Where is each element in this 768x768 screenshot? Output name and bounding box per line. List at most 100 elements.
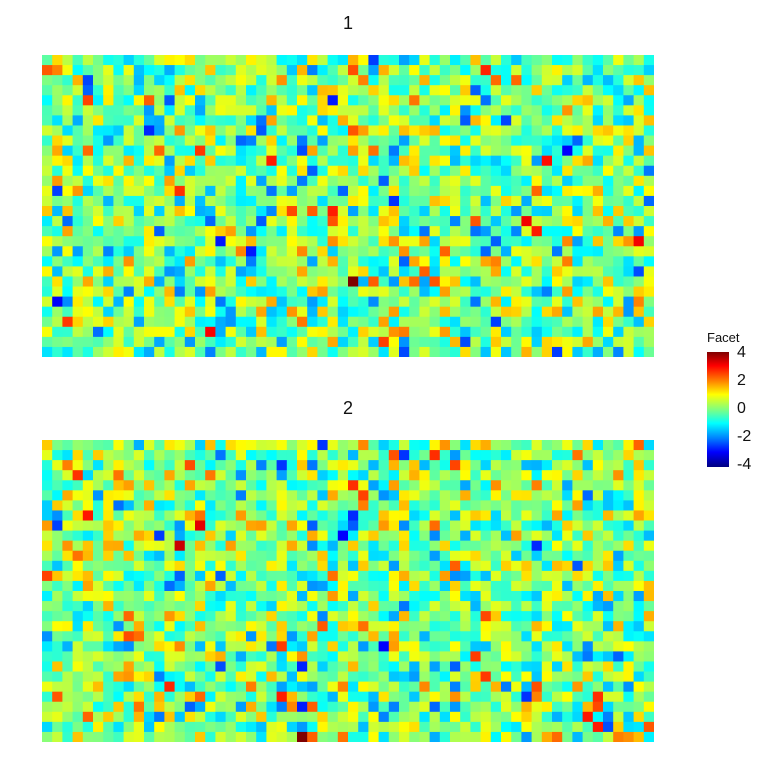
heatmap-cell	[480, 661, 492, 672]
heatmap-cell	[144, 216, 155, 227]
heatmap-cell	[348, 336, 359, 348]
heatmap-cell	[541, 185, 553, 197]
heatmap-cell	[613, 236, 624, 247]
heatmap-cell	[541, 256, 553, 267]
heatmap-cell	[164, 95, 175, 106]
heatmap-cell	[225, 336, 237, 348]
heatmap-cell	[195, 175, 206, 187]
heatmap-cell	[358, 115, 369, 126]
heatmap-cell	[429, 246, 441, 257]
heatmap-cell	[419, 580, 430, 592]
heatmap-cell	[378, 75, 390, 86]
heatmap-cell	[164, 216, 175, 227]
heatmap-cell	[205, 155, 216, 167]
heatmap-cell	[195, 195, 206, 207]
heatmap-cell	[358, 530, 369, 542]
heatmap-cell	[603, 165, 614, 177]
heatmap-cell	[562, 286, 573, 297]
heatmap-cell	[450, 530, 461, 542]
heatmap-cell	[399, 711, 410, 723]
heatmap-cell	[113, 661, 124, 672]
heatmap-cell	[623, 155, 634, 167]
heatmap-cell	[552, 490, 563, 501]
heatmap-cell	[154, 661, 165, 672]
heatmap-cell	[592, 611, 604, 622]
heatmap-cell	[144, 510, 155, 521]
heatmap-cell	[623, 115, 634, 126]
heatmap-cell	[113, 540, 124, 552]
heatmap-cell	[144, 661, 155, 672]
heatmap-cell	[470, 326, 481, 338]
heatmap-cell	[297, 701, 308, 713]
heatmap-cell	[460, 540, 471, 552]
heatmap-cell	[633, 631, 645, 642]
heatmap-cell	[235, 346, 247, 357]
heatmap-cell	[419, 55, 430, 66]
heatmap-cell	[113, 591, 124, 602]
heatmap-cell	[72, 236, 84, 247]
heatmap-cell	[266, 450, 277, 461]
heatmap-cell	[174, 560, 186, 572]
heatmap-cell	[388, 550, 400, 562]
heatmap-cell	[113, 480, 124, 491]
heatmap-cell	[592, 621, 604, 632]
heatmap-cell	[286, 490, 298, 501]
heatmap-cell	[419, 105, 430, 116]
heatmap-cell	[439, 731, 451, 742]
heatmap-cell	[643, 641, 654, 652]
heatmap-cell	[317, 570, 328, 582]
heatmap-cell	[113, 55, 124, 66]
heatmap-cell	[399, 216, 410, 227]
heatmap-cell	[144, 125, 155, 136]
heatmap-cell	[337, 75, 349, 86]
heatmap-cell	[409, 125, 420, 136]
heatmap-cell	[235, 266, 247, 277]
heatmap-cell	[164, 540, 175, 552]
heatmap-cell	[235, 165, 247, 177]
heatmap-cell	[62, 591, 73, 602]
heatmap-cell	[225, 731, 237, 742]
heatmap-cell	[133, 65, 145, 76]
heatmap-cell	[195, 510, 206, 521]
heatmap-cell	[307, 246, 318, 257]
heatmap-cell	[317, 306, 328, 318]
heatmap-cell	[643, 681, 654, 693]
heatmap-cell	[603, 276, 614, 287]
heatmap-cell	[399, 731, 410, 742]
heatmap-cell	[490, 125, 502, 136]
heatmap-cell	[256, 540, 267, 552]
heatmap-cell	[286, 336, 298, 348]
heatmap-cell	[327, 711, 339, 723]
heatmap-cell	[154, 440, 165, 451]
heatmap-cell	[419, 346, 430, 357]
heatmap-cell	[72, 691, 84, 703]
heatmap-cell	[388, 95, 400, 106]
heatmap-cell	[460, 470, 471, 481]
heatmap-cell	[215, 185, 226, 197]
heatmap-cell	[531, 631, 543, 642]
heatmap-cell	[144, 246, 155, 257]
heatmap-cell	[337, 520, 349, 531]
heatmap-cell	[399, 651, 410, 662]
heatmap-cell	[582, 520, 594, 531]
heatmap-cell	[72, 296, 84, 308]
heatmap-cell	[52, 326, 63, 338]
heatmap-cell	[276, 85, 288, 96]
heatmap-cell	[225, 316, 237, 328]
heatmap-cell	[154, 316, 165, 328]
heatmap-cell	[572, 621, 583, 632]
heatmap-cell	[276, 490, 288, 501]
heatmap-cell	[531, 256, 543, 267]
heatmap-cell	[562, 155, 573, 167]
heatmap-cell	[470, 681, 481, 693]
heatmap-cell	[82, 175, 94, 187]
heatmap-cell	[470, 691, 481, 703]
heatmap-cell	[572, 510, 583, 521]
heatmap-cell	[541, 661, 553, 672]
heatmap-cell	[144, 276, 155, 287]
heatmap-cell	[348, 601, 359, 612]
heatmap-cell	[643, 691, 654, 703]
heatmap-cell	[72, 65, 84, 76]
heatmap-cell	[72, 125, 84, 136]
heatmap-cell	[52, 236, 63, 247]
